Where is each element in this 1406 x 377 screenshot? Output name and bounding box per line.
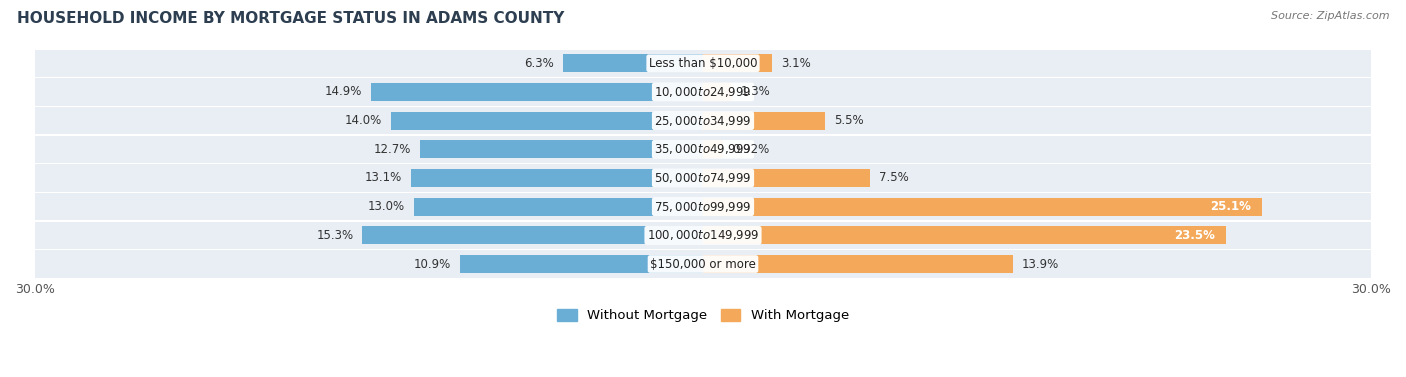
Text: 7.5%: 7.5%: [879, 172, 908, 184]
Bar: [703, 198, 1263, 216]
Text: 6.3%: 6.3%: [524, 57, 554, 70]
Text: 13.1%: 13.1%: [366, 172, 402, 184]
Bar: [460, 255, 703, 273]
Bar: [412, 169, 703, 187]
Bar: [562, 54, 703, 72]
Text: 10.9%: 10.9%: [415, 257, 451, 271]
Text: 1.3%: 1.3%: [741, 86, 770, 98]
Bar: [35, 107, 1371, 134]
Text: HOUSEHOLD INCOME BY MORTGAGE STATUS IN ADAMS COUNTY: HOUSEHOLD INCOME BY MORTGAGE STATUS IN A…: [17, 11, 564, 26]
Bar: [371, 83, 703, 101]
Bar: [35, 136, 1371, 163]
Text: 14.0%: 14.0%: [344, 114, 382, 127]
Text: $10,000 to $24,999: $10,000 to $24,999: [654, 85, 752, 99]
Text: 15.3%: 15.3%: [316, 229, 353, 242]
Text: 23.5%: 23.5%: [1174, 229, 1215, 242]
Bar: [703, 54, 772, 72]
Legend: Without Mortgage, With Mortgage: Without Mortgage, With Mortgage: [557, 309, 849, 322]
Text: $100,000 to $149,999: $100,000 to $149,999: [647, 228, 759, 242]
Bar: [35, 78, 1371, 106]
Text: $150,000 or more: $150,000 or more: [650, 257, 756, 271]
Text: $35,000 to $49,999: $35,000 to $49,999: [654, 142, 752, 156]
Text: 25.1%: 25.1%: [1211, 200, 1251, 213]
Bar: [35, 222, 1371, 249]
Bar: [35, 250, 1371, 278]
Bar: [703, 112, 825, 130]
Bar: [391, 112, 703, 130]
Bar: [703, 227, 1226, 244]
Text: 13.0%: 13.0%: [367, 200, 405, 213]
Text: 13.9%: 13.9%: [1021, 257, 1059, 271]
Bar: [35, 49, 1371, 77]
Bar: [703, 140, 724, 158]
Bar: [363, 227, 703, 244]
Text: 0.92%: 0.92%: [733, 143, 769, 156]
Bar: [703, 83, 733, 101]
Bar: [703, 255, 1012, 273]
Bar: [35, 193, 1371, 221]
Text: 14.9%: 14.9%: [325, 86, 363, 98]
Bar: [703, 169, 870, 187]
Text: 5.5%: 5.5%: [834, 114, 865, 127]
Text: 3.1%: 3.1%: [780, 57, 811, 70]
Bar: [413, 198, 703, 216]
Text: Less than $10,000: Less than $10,000: [648, 57, 758, 70]
Text: $75,000 to $99,999: $75,000 to $99,999: [654, 200, 752, 214]
Text: $50,000 to $74,999: $50,000 to $74,999: [654, 171, 752, 185]
Bar: [420, 140, 703, 158]
Text: Source: ZipAtlas.com: Source: ZipAtlas.com: [1271, 11, 1389, 21]
Text: $25,000 to $34,999: $25,000 to $34,999: [654, 113, 752, 128]
Bar: [35, 164, 1371, 192]
Text: 12.7%: 12.7%: [374, 143, 412, 156]
